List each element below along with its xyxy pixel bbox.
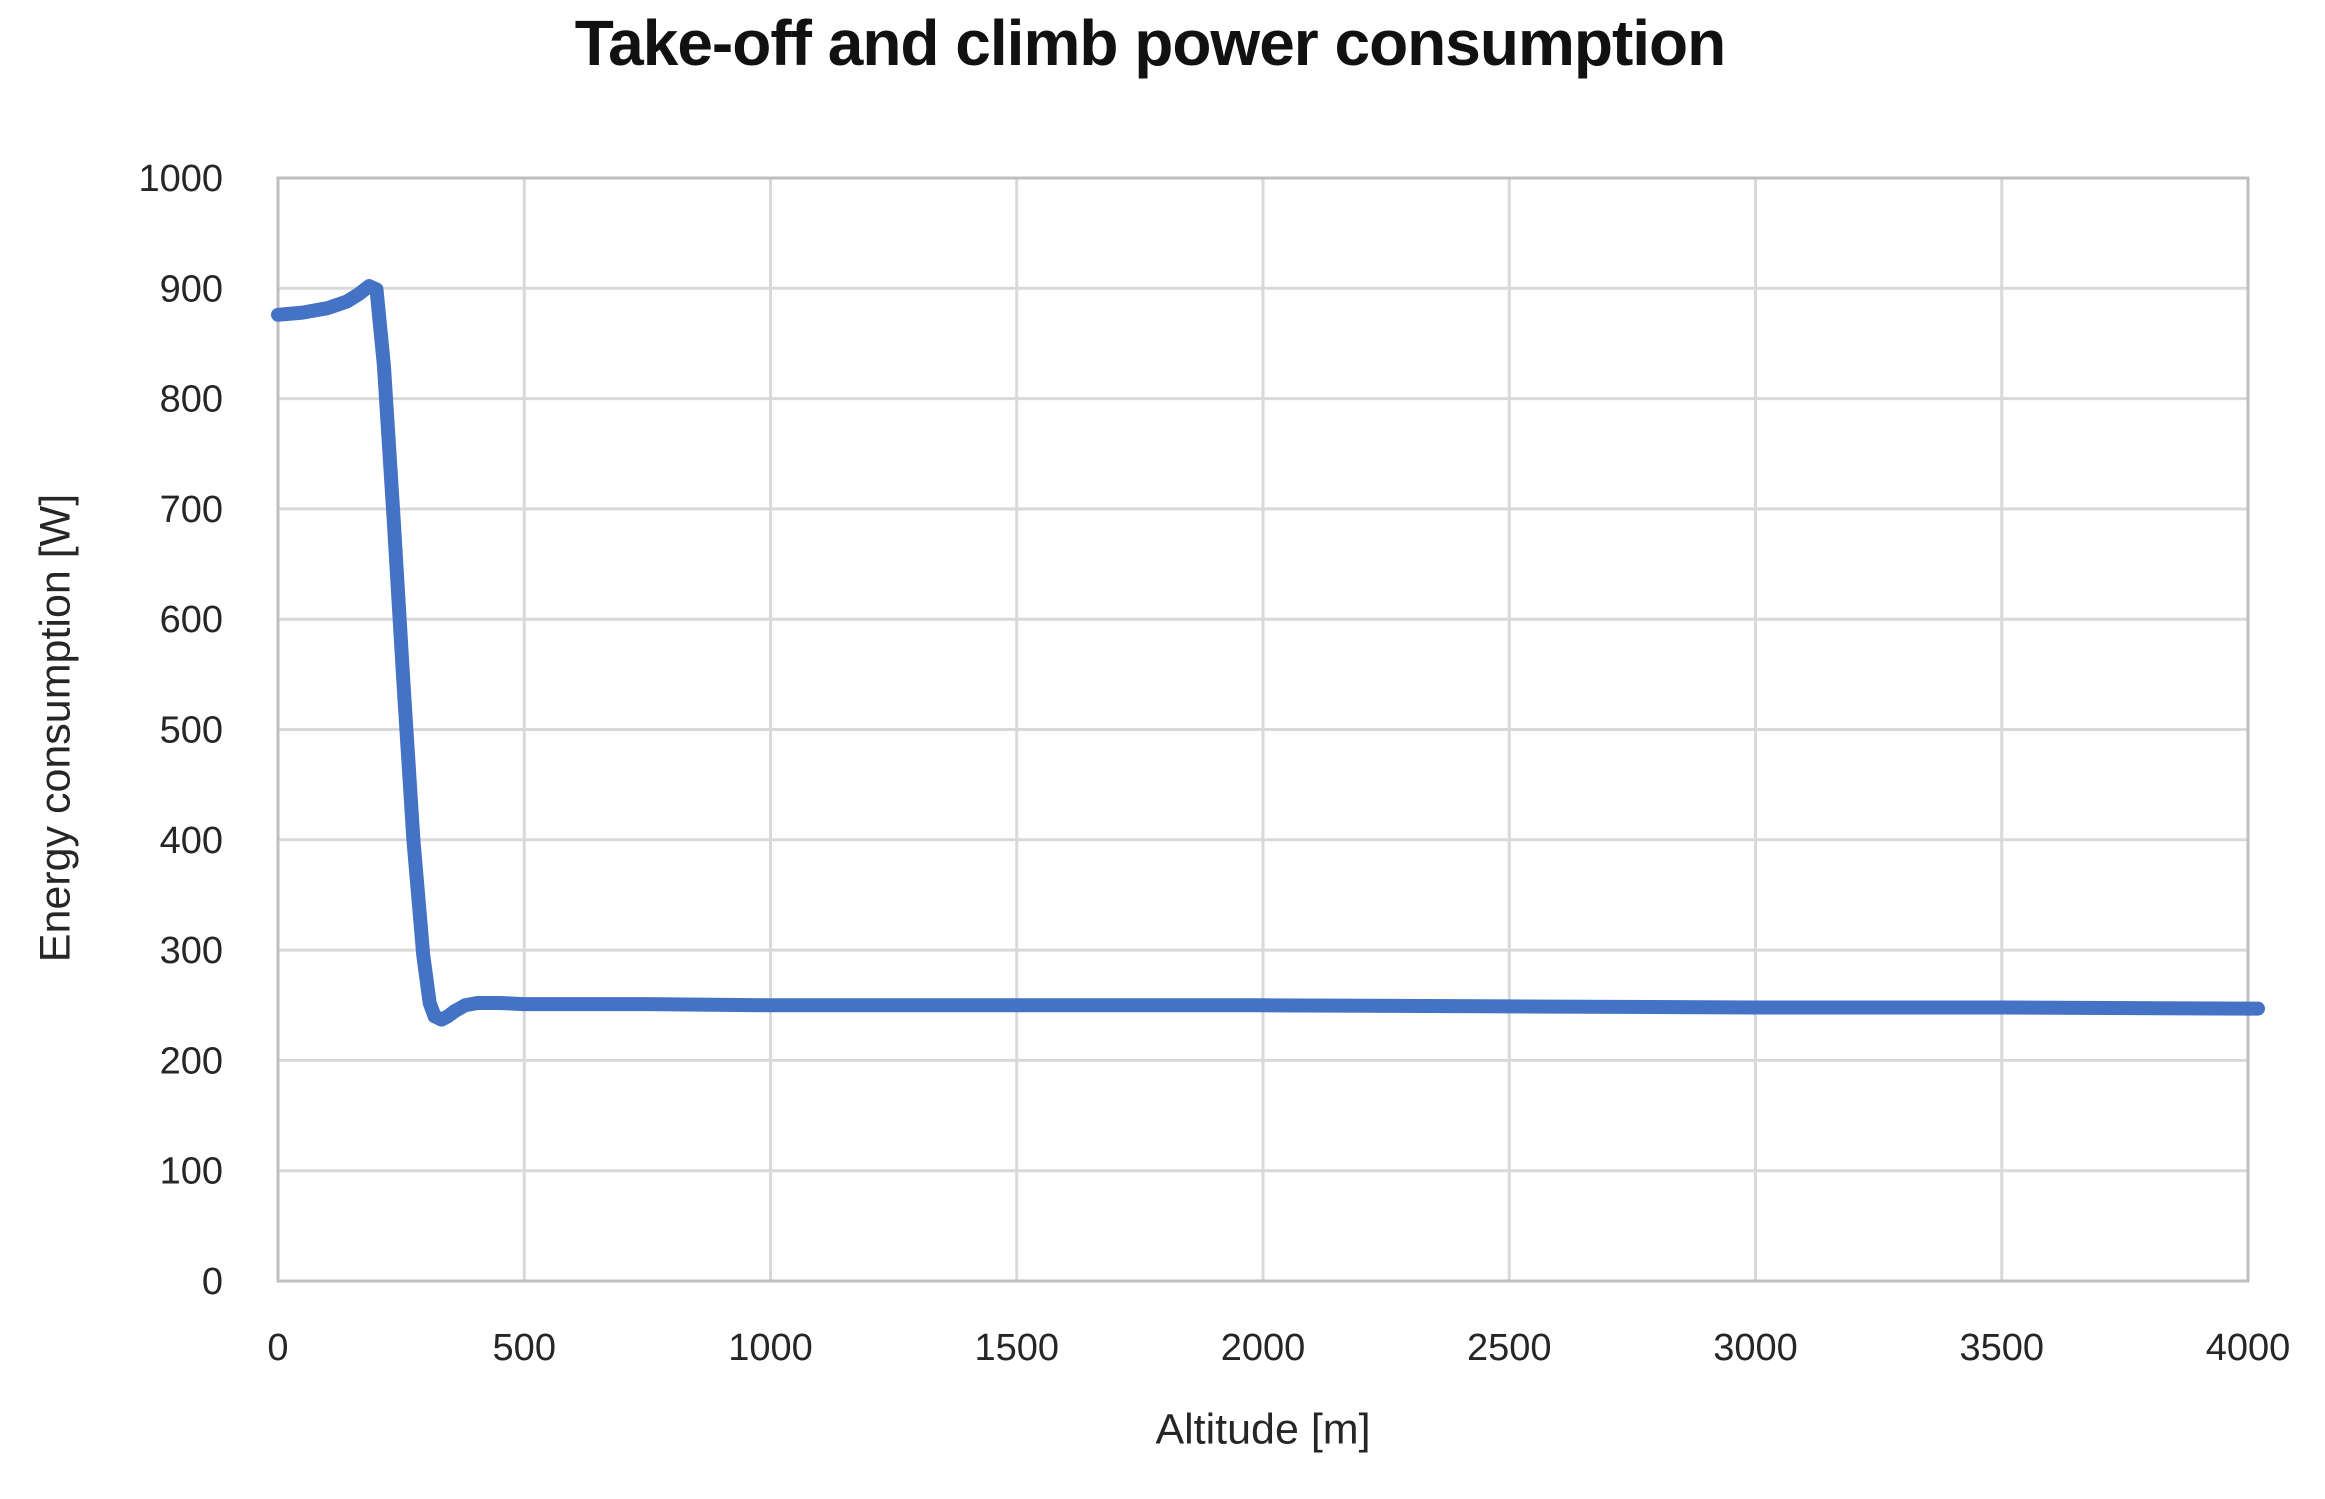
y-tick-label: 800 <box>160 379 223 421</box>
x-tick-label: 500 <box>493 1327 556 1369</box>
y-tick-label: 200 <box>160 1040 223 1082</box>
y-tick-label: 500 <box>160 710 223 752</box>
x-tick-label: 0 <box>267 1327 288 1369</box>
y-tick-label: 700 <box>160 489 223 531</box>
y-tick-label: 300 <box>160 930 223 972</box>
x-tick-label: 3500 <box>1959 1327 2044 1369</box>
chart-title: Take-off and climb power consumption <box>574 7 1726 79</box>
y-tick-label: 1000 <box>138 158 223 200</box>
plot-frame <box>276 176 2250 1283</box>
x-tick-label: 2000 <box>1221 1327 1306 1369</box>
y-tick-label: 600 <box>160 599 223 641</box>
x-tick-label: 3000 <box>1713 1327 1798 1369</box>
y-tick-label: 0 <box>202 1261 223 1303</box>
x-tick-label: 1500 <box>974 1327 1059 1369</box>
x-axis-title: Altitude [m] <box>1155 1405 1371 1454</box>
x-tick-label: 4000 <box>2206 1327 2291 1369</box>
y-tick-label: 100 <box>160 1151 223 1193</box>
x-tick-label: 1000 <box>728 1327 813 1369</box>
x-tick-label: 2500 <box>1467 1327 1552 1369</box>
y-tick-label: 900 <box>160 268 223 310</box>
power-consumption-line <box>271 279 2265 1027</box>
y-tick-label: 400 <box>160 820 223 862</box>
